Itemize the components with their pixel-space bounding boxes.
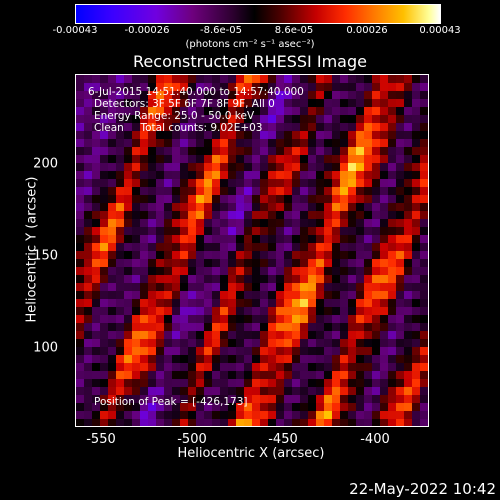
rhessi-image-plot [75, 74, 429, 427]
info-energy-range: Energy Range: 25.0 - 50.0 keV [94, 110, 255, 122]
plot-datestamp: 22-May-2022 10:42 [349, 480, 496, 498]
info-clean-counts: Clean Total counts: 9.02E+03 [94, 122, 263, 134]
y-tick-label: 200 [33, 156, 58, 172]
image-title: Reconstructed RHESSI Image [133, 52, 367, 71]
colorbar-tick: 0.00043 [419, 25, 461, 36]
colorbar-tick: -0.00026 [124, 25, 170, 36]
y-tick-label: 100 [33, 340, 58, 356]
colorbar [75, 4, 441, 24]
x-tick-label: -400 [360, 432, 390, 447]
colorbar-tick: -0.00043 [52, 25, 98, 36]
info-detectors: Detectors: 3F 5F 6F 7F 8F 9F, All 0 [94, 98, 275, 110]
y-tick-label: 150 [33, 248, 58, 264]
x-tick-label: -550 [86, 432, 116, 447]
colorbar-tick: -8.6e-05 [200, 25, 242, 36]
colorbar-units: (photons cm⁻² s⁻¹ asec⁻²) [185, 39, 315, 50]
info-time-range: 6-Jul-2015 14:51:40.000 to 14:57:40.000 [88, 86, 304, 98]
x-tick-label: -500 [177, 432, 207, 447]
colorbar-tick: 0.00026 [346, 25, 388, 36]
x-tick-label: -450 [268, 432, 298, 447]
x-axis-label: Heliocentric X (arcsec) [177, 446, 325, 461]
rhessi-image [76, 75, 428, 426]
colorbar-tick: 8.6e-05 [274, 25, 314, 36]
info-peak-position: Position of Peak = [-426,173] [94, 396, 248, 408]
y-axis-label: Heliocentric Y (arcsec) [24, 176, 40, 323]
